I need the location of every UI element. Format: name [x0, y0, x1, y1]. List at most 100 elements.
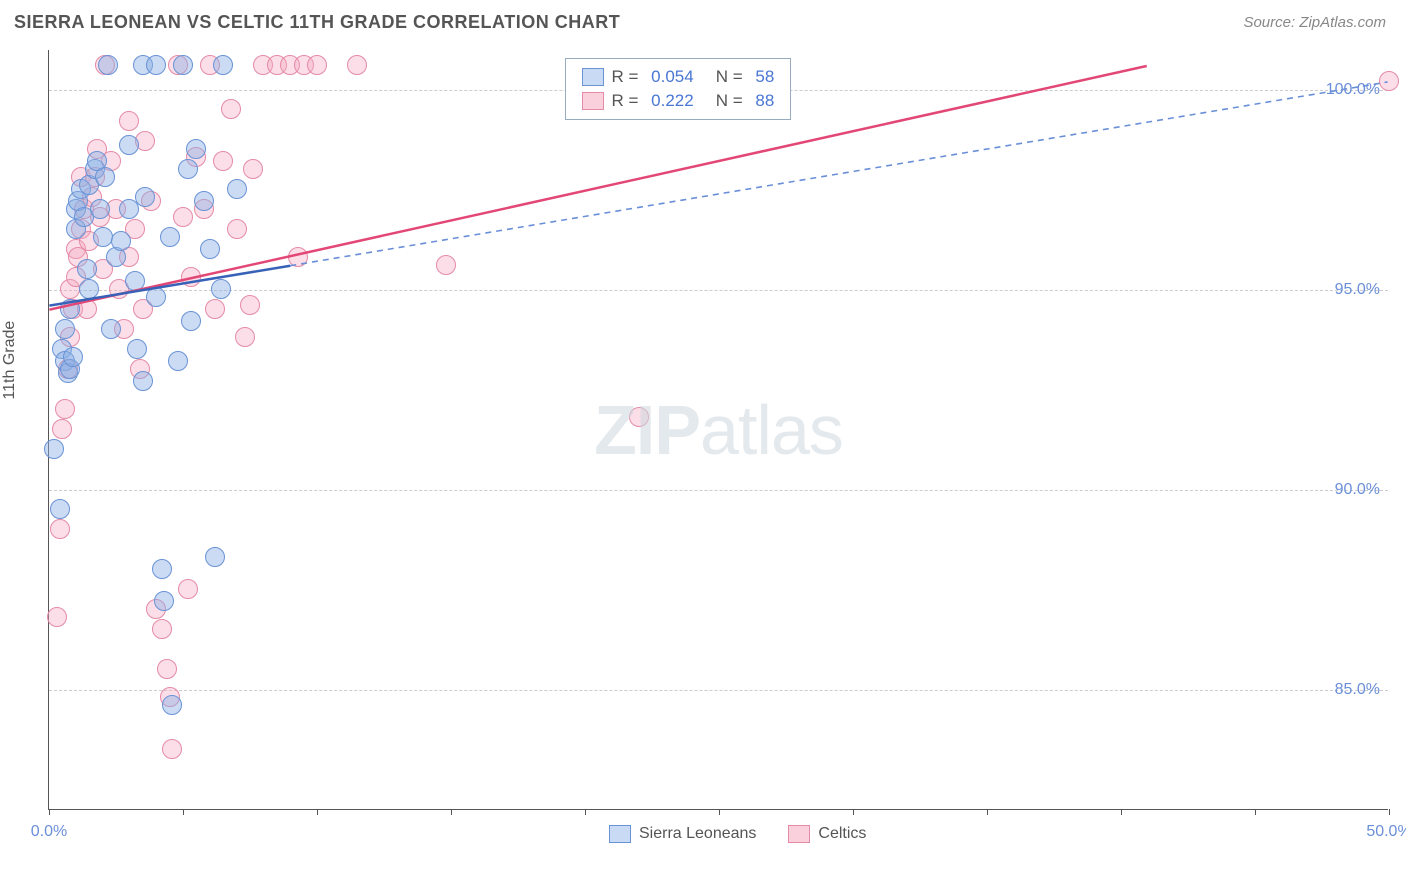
scatter-point — [50, 519, 70, 539]
scatter-point — [227, 219, 247, 239]
scatter-point — [200, 239, 220, 259]
scatter-point — [213, 151, 233, 171]
gridline — [49, 290, 1388, 291]
scatter-point — [211, 279, 231, 299]
legend-label: Celtics — [818, 825, 866, 843]
y-tick-label: 90.0% — [1335, 481, 1380, 499]
scatter-point — [47, 607, 67, 627]
scatter-point — [227, 179, 247, 199]
scatter-point — [173, 207, 193, 227]
x-tick — [451, 809, 452, 815]
x-tick — [719, 809, 720, 815]
x-tick — [1255, 809, 1256, 815]
scatter-point — [194, 191, 214, 211]
legend-n-label: N = — [716, 67, 748, 87]
legend-swatch — [582, 92, 604, 110]
scatter-point — [127, 339, 147, 359]
scatter-point — [173, 55, 193, 75]
x-tick-label: 0.0% — [31, 823, 67, 841]
legend-r-value: 0.054 — [651, 67, 694, 87]
y-tick-label: 100.0% — [1326, 81, 1380, 99]
scatter-point — [146, 55, 166, 75]
scatter-point — [77, 259, 97, 279]
scatter-point — [55, 399, 75, 419]
chart-title: SIERRA LEONEAN VS CELTIC 11TH GRADE CORR… — [14, 12, 620, 33]
scatter-point — [307, 55, 327, 75]
scatter-point — [93, 227, 113, 247]
scatter-point — [347, 55, 367, 75]
scatter-point — [240, 295, 260, 315]
y-tick-label: 85.0% — [1335, 681, 1380, 699]
scatter-point — [119, 111, 139, 131]
legend-item: Sierra Leoneans — [609, 825, 756, 843]
legend-swatch — [609, 825, 631, 843]
correlation-legend: R = 0.054 N = 58 R = 0.222 N = 88 — [565, 58, 792, 120]
legend-n-label: N = — [716, 91, 748, 111]
chart-plot-area: ZIPatlas R = 0.054N = 58R = 0.222N = 88 … — [48, 50, 1388, 810]
scatter-point — [205, 547, 225, 567]
scatter-point — [111, 231, 131, 251]
legend-r-label: R = — [612, 67, 644, 87]
scatter-point — [152, 619, 172, 639]
scatter-point — [119, 135, 139, 155]
scatter-point — [98, 55, 118, 75]
x-tick — [1121, 809, 1122, 815]
legend-row: R = 0.222 N = 88 — [582, 89, 775, 113]
scatter-point — [213, 55, 233, 75]
scatter-point — [160, 227, 180, 247]
legend-r-value: 0.222 — [651, 91, 694, 111]
scatter-point — [90, 199, 110, 219]
scatter-point — [243, 159, 263, 179]
y-tick-label: 95.0% — [1335, 281, 1380, 299]
scatter-point — [221, 99, 241, 119]
scatter-point — [101, 319, 121, 339]
scatter-point — [50, 499, 70, 519]
scatter-point — [178, 159, 198, 179]
scatter-point — [135, 187, 155, 207]
series-legend: Sierra Leoneans Celtics — [609, 825, 866, 843]
scatter-point — [178, 579, 198, 599]
scatter-point — [181, 267, 201, 287]
x-tick — [317, 809, 318, 815]
x-tick — [853, 809, 854, 815]
scatter-point — [154, 591, 174, 611]
x-tick — [987, 809, 988, 815]
scatter-point — [205, 299, 225, 319]
x-tick — [585, 809, 586, 815]
legend-row: R = 0.054 N = 58 — [582, 65, 775, 89]
scatter-point — [79, 279, 99, 299]
scatter-point — [181, 311, 201, 331]
scatter-point — [146, 287, 166, 307]
scatter-point — [1379, 71, 1399, 91]
watermark: ZIPatlas — [594, 390, 843, 470]
x-tick — [183, 809, 184, 815]
scatter-point — [95, 167, 115, 187]
trend-line — [290, 82, 1387, 266]
legend-n-value: 88 — [755, 91, 774, 111]
legend-label: Sierra Leoneans — [639, 825, 756, 843]
legend-item: Celtics — [788, 825, 866, 843]
x-tick-label: 50.0% — [1366, 823, 1406, 841]
scatter-point — [436, 255, 456, 275]
gridline — [49, 690, 1388, 691]
scatter-point — [55, 319, 75, 339]
scatter-point — [235, 327, 255, 347]
scatter-point — [629, 407, 649, 427]
source-label: Source: ZipAtlas.com — [1243, 14, 1386, 31]
scatter-point — [133, 371, 153, 391]
scatter-point — [52, 419, 72, 439]
scatter-point — [157, 659, 177, 679]
y-axis-title: 11th Grade — [1, 321, 19, 400]
scatter-point — [152, 559, 172, 579]
legend-n-value: 58 — [755, 67, 774, 87]
scatter-point — [186, 139, 206, 159]
x-tick — [1389, 809, 1390, 815]
scatter-point — [44, 439, 64, 459]
gridline — [49, 490, 1388, 491]
legend-r-label: R = — [612, 91, 644, 111]
scatter-point — [63, 347, 83, 367]
scatter-point — [168, 351, 188, 371]
scatter-point — [288, 247, 308, 267]
legend-swatch — [788, 825, 810, 843]
scatter-point — [125, 271, 145, 291]
